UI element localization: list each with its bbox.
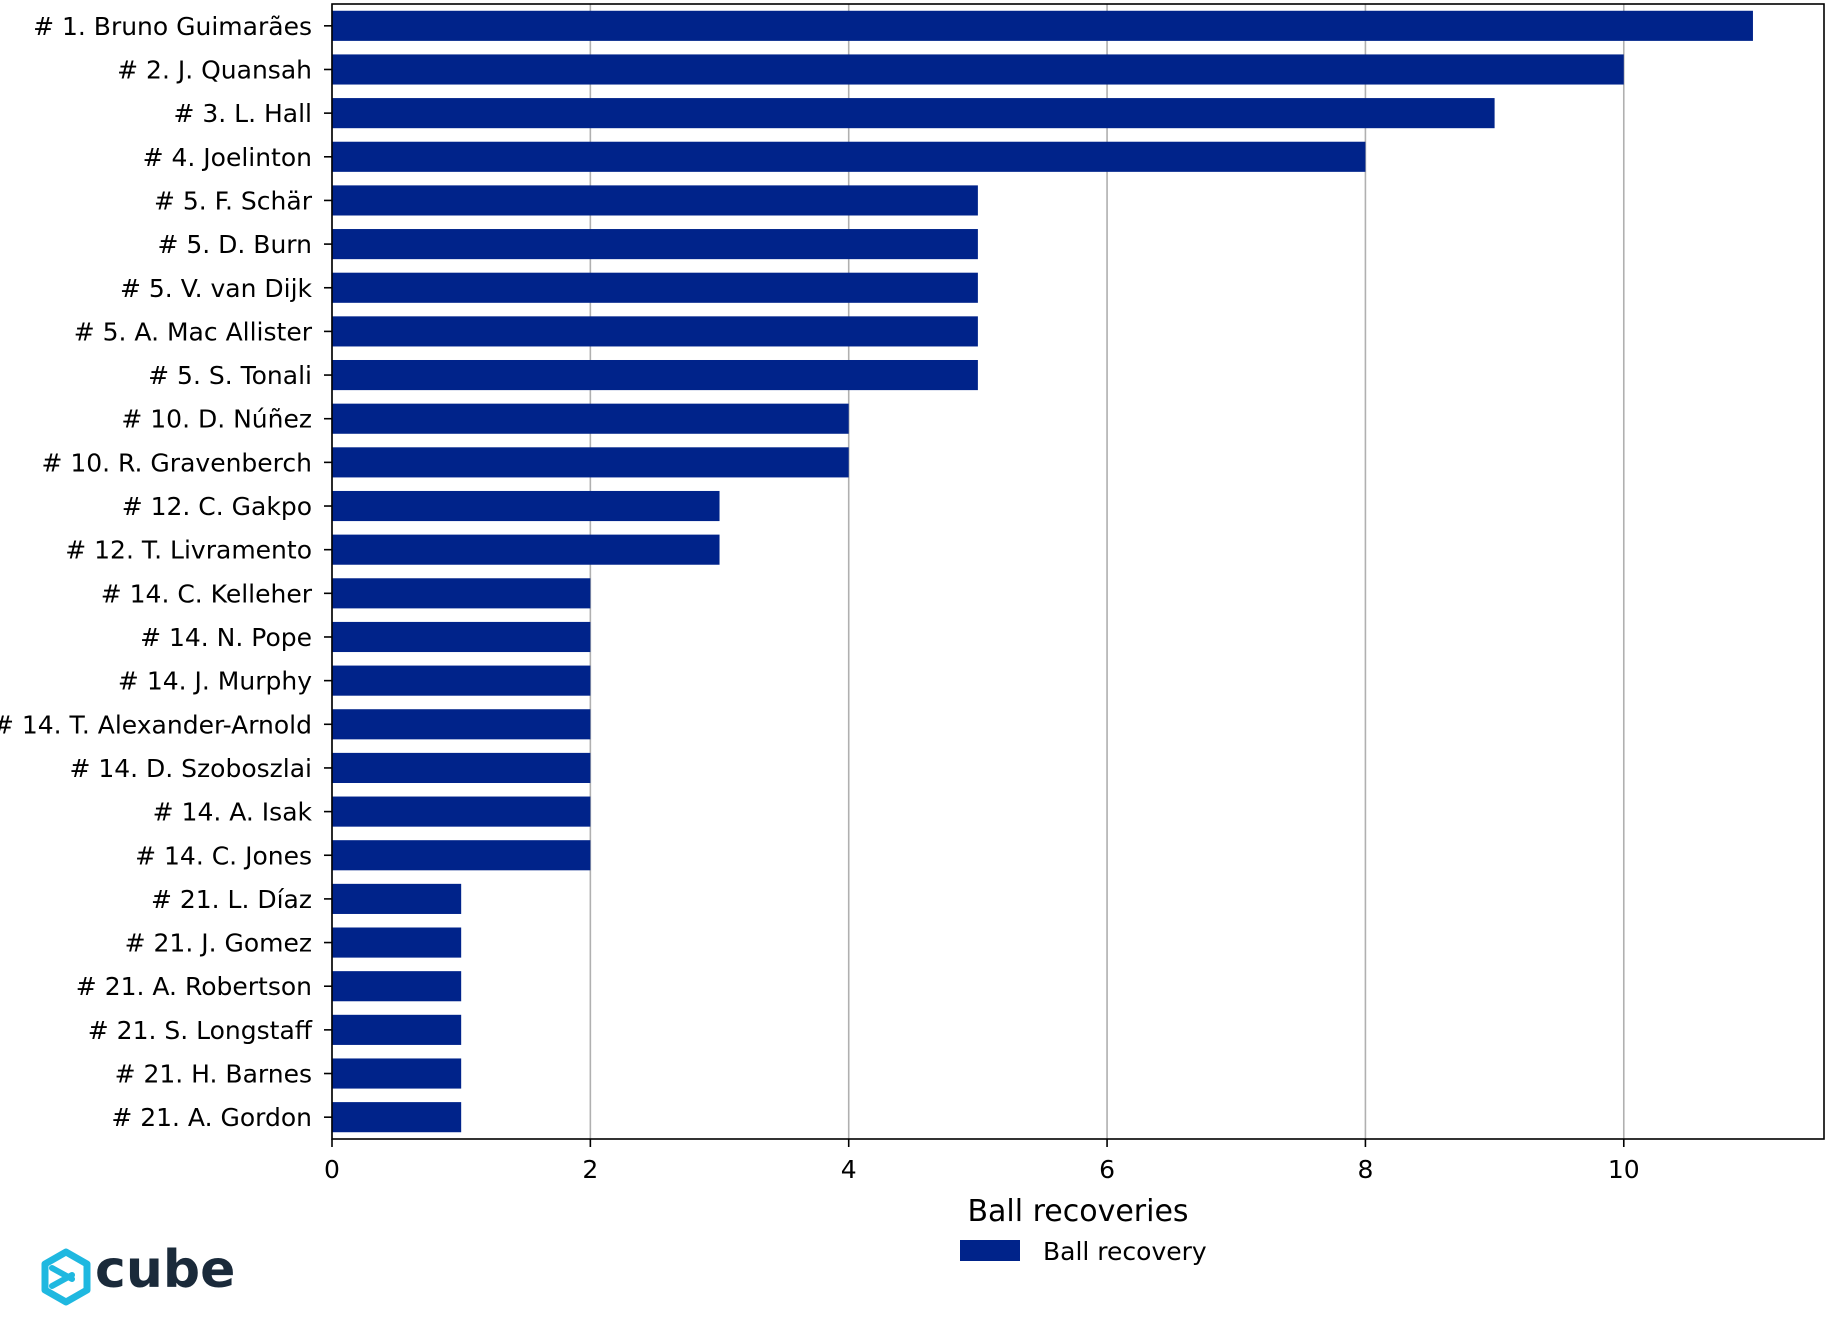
bar-label: # 5. V. van Dijk (120, 274, 313, 303)
legend-swatch (960, 1240, 1020, 1261)
bars (332, 10, 1753, 1133)
bar-label: # 14. T. Alexander-Arnold (0, 710, 312, 739)
x-tick-label: 8 (1357, 1155, 1373, 1184)
x-tick-label: 4 (841, 1155, 857, 1184)
bar-label: # 2. J. Quansah (117, 55, 312, 84)
logo-text: cube (95, 1240, 235, 1300)
bar-label: # 14. J. Murphy (118, 667, 312, 696)
bar (332, 490, 720, 522)
bar-label: # 5. F. Schär (154, 186, 313, 215)
y-axis-ticks: # 1. Bruno Guimarães # 2. J. Quansah # 3. … (0, 12, 332, 1132)
grid-lines (331, 4, 1625, 1139)
bar (332, 752, 591, 784)
bar (332, 534, 720, 565)
bar (332, 578, 591, 609)
bar (332, 316, 978, 347)
bar-label: # 3. L. Hall (173, 99, 312, 128)
bar (332, 359, 978, 391)
bar (332, 54, 1624, 85)
x-tick-label: 6 (1099, 1155, 1115, 1184)
bar-label: # 12. T. Livramento (65, 536, 312, 565)
bar (332, 447, 849, 478)
bar-label: # 10. D. Núñez (121, 405, 312, 434)
bar-label: # 4. Joelinton (143, 143, 312, 172)
bar (332, 1102, 462, 1133)
bar (332, 840, 591, 871)
bar (332, 665, 591, 696)
bar (332, 98, 1495, 129)
bar (332, 883, 462, 914)
bar-label: # 21. S. Longstaff (88, 1016, 313, 1045)
bar (332, 403, 849, 434)
cube-logo-icon (41, 1248, 91, 1306)
bar (332, 272, 978, 303)
bar (332, 229, 978, 260)
bar (332, 141, 1366, 172)
bar (332, 10, 1753, 41)
bar-label: # 14. A. Isak (153, 798, 313, 827)
x-tick-label: 10 (1608, 1155, 1640, 1184)
bar-label: # 14. C. Kelleher (101, 579, 313, 608)
legend-label: Ball recovery (1043, 1237, 1207, 1266)
bar-label: # 5. D. Burn (157, 230, 312, 259)
x-tick-label: 2 (582, 1155, 598, 1184)
bar-label: # 5. A. Mac Allister (74, 317, 313, 346)
bar (332, 796, 591, 827)
bar-label: # 21. L. Díaz (151, 885, 312, 914)
x-axis-ticks: 0 2 4 6 8 10 (324, 1139, 1640, 1184)
bar (332, 185, 978, 216)
bar (332, 1014, 462, 1045)
bar-label: # 21. J. Gomez (125, 929, 312, 958)
bar-label: # 21. A. Gordon (111, 1103, 312, 1132)
bar-label: # 14. N. Pope (140, 623, 312, 652)
legend: Ball recovery (960, 1237, 1207, 1266)
x-tick-label: 0 (324, 1155, 340, 1184)
bar (332, 1058, 462, 1089)
bar-label: # 21. H. Barnes (115, 1060, 312, 1089)
bar (332, 621, 591, 653)
bar-label: # 21. A. Robertson (76, 972, 312, 1001)
bar (332, 709, 591, 740)
bar-label: # 5. S. Tonali (148, 361, 312, 390)
bar (332, 971, 462, 1002)
bar (332, 927, 462, 958)
cube-logo: cube (41, 1240, 235, 1306)
bar-label: # 14. C. Jones (135, 841, 312, 870)
bar-label: # 14. D. Szoboszlai (69, 754, 312, 783)
plot-frame (331, 3, 1825, 1140)
bar-label: # 1. Bruno Guimarães (33, 12, 312, 41)
bar-label: # 12. C. Gakpo (122, 492, 312, 521)
x-axis-title: Ball recoveries (967, 1194, 1188, 1229)
bar-label: # 10. R. Gravenberch (41, 448, 312, 477)
